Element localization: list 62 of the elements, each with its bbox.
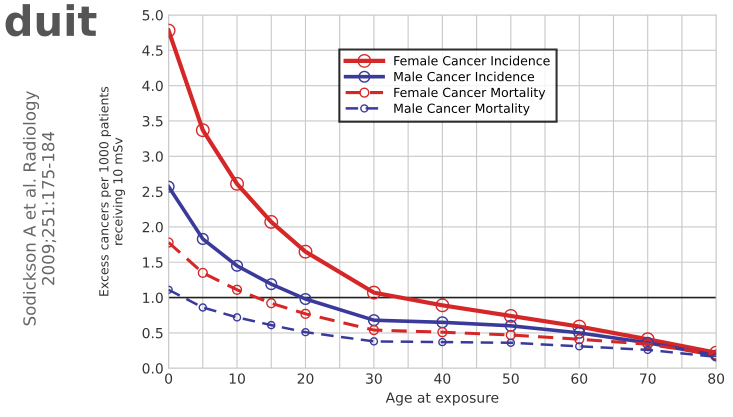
point: [573, 326, 586, 339]
y-tick-label: 5.0: [142, 10, 163, 20]
point: [198, 268, 208, 278]
point: [300, 308, 311, 319]
point: [267, 320, 276, 330]
point: [301, 328, 310, 336]
y-tick-label: 2.0: [142, 222, 163, 232]
x-tick-label: 60: [571, 373, 588, 384]
x-tick-label: 10: [230, 373, 245, 384]
x-tick-label: 50: [503, 373, 519, 384]
point: [370, 337, 378, 346]
point: [435, 298, 450, 312]
text: duit: [6, 4, 96, 36]
legend-label: Female Cancer Mortality: [394, 87, 546, 100]
y-tick-label: 0.0: [142, 363, 163, 374]
point: [504, 308, 518, 323]
x-tick-label: 70: [640, 373, 656, 384]
y-tick-label: 3.0: [142, 151, 163, 162]
y-axis-title: Excess cancers per 1000 patients receiving 10 mSv: [98, 86, 125, 296]
point: [642, 336, 654, 349]
point: [506, 338, 516, 348]
point: [266, 298, 276, 308]
y-tick-label: 0.5: [142, 328, 163, 338]
point: [368, 324, 380, 336]
y-tick-label: 1.5: [143, 257, 163, 268]
point: [506, 330, 516, 340]
y-tick-label: 1.0: [143, 292, 163, 304]
y-tick-label: 2.5: [142, 186, 163, 198]
point: [436, 316, 448, 328]
point: [574, 334, 584, 344]
point: [196, 232, 209, 245]
text: Sodickson A et al. Radiology 2009;251:175-184: [22, 91, 56, 326]
legend-label: Female Cancer Incidence: [394, 56, 550, 66]
x-tick-label: 30: [366, 373, 382, 384]
point: [299, 292, 312, 306]
point: [198, 303, 208, 312]
x-tick-label: 80: [708, 373, 724, 384]
point: [232, 284, 242, 295]
point: [298, 244, 312, 259]
x-tick-label: 40: [434, 373, 450, 384]
x-tick-label: 20: [298, 373, 314, 384]
y-tick-label: 3.5: [142, 116, 163, 126]
point: [640, 332, 655, 346]
point: [232, 313, 242, 322]
point: [366, 286, 381, 300]
point: [196, 123, 210, 138]
y-tick-label: 4.5: [142, 45, 163, 56]
point: [437, 327, 448, 338]
point: [504, 320, 517, 332]
point: [438, 338, 447, 346]
y-tick-label: 4.0: [142, 80, 163, 92]
legend-label: Male Cancer Mortality: [394, 103, 530, 116]
point: [230, 260, 244, 272]
legend-label: Male Cancer Incidence: [394, 72, 534, 82]
point: [368, 314, 380, 326]
point: [643, 346, 652, 354]
point: [264, 215, 278, 229]
x-tick-label: 0: [165, 373, 172, 384]
point: [230, 176, 244, 191]
x-axis-title: Age at exposure: [386, 392, 498, 406]
point: [265, 278, 278, 290]
point: [575, 342, 584, 351]
